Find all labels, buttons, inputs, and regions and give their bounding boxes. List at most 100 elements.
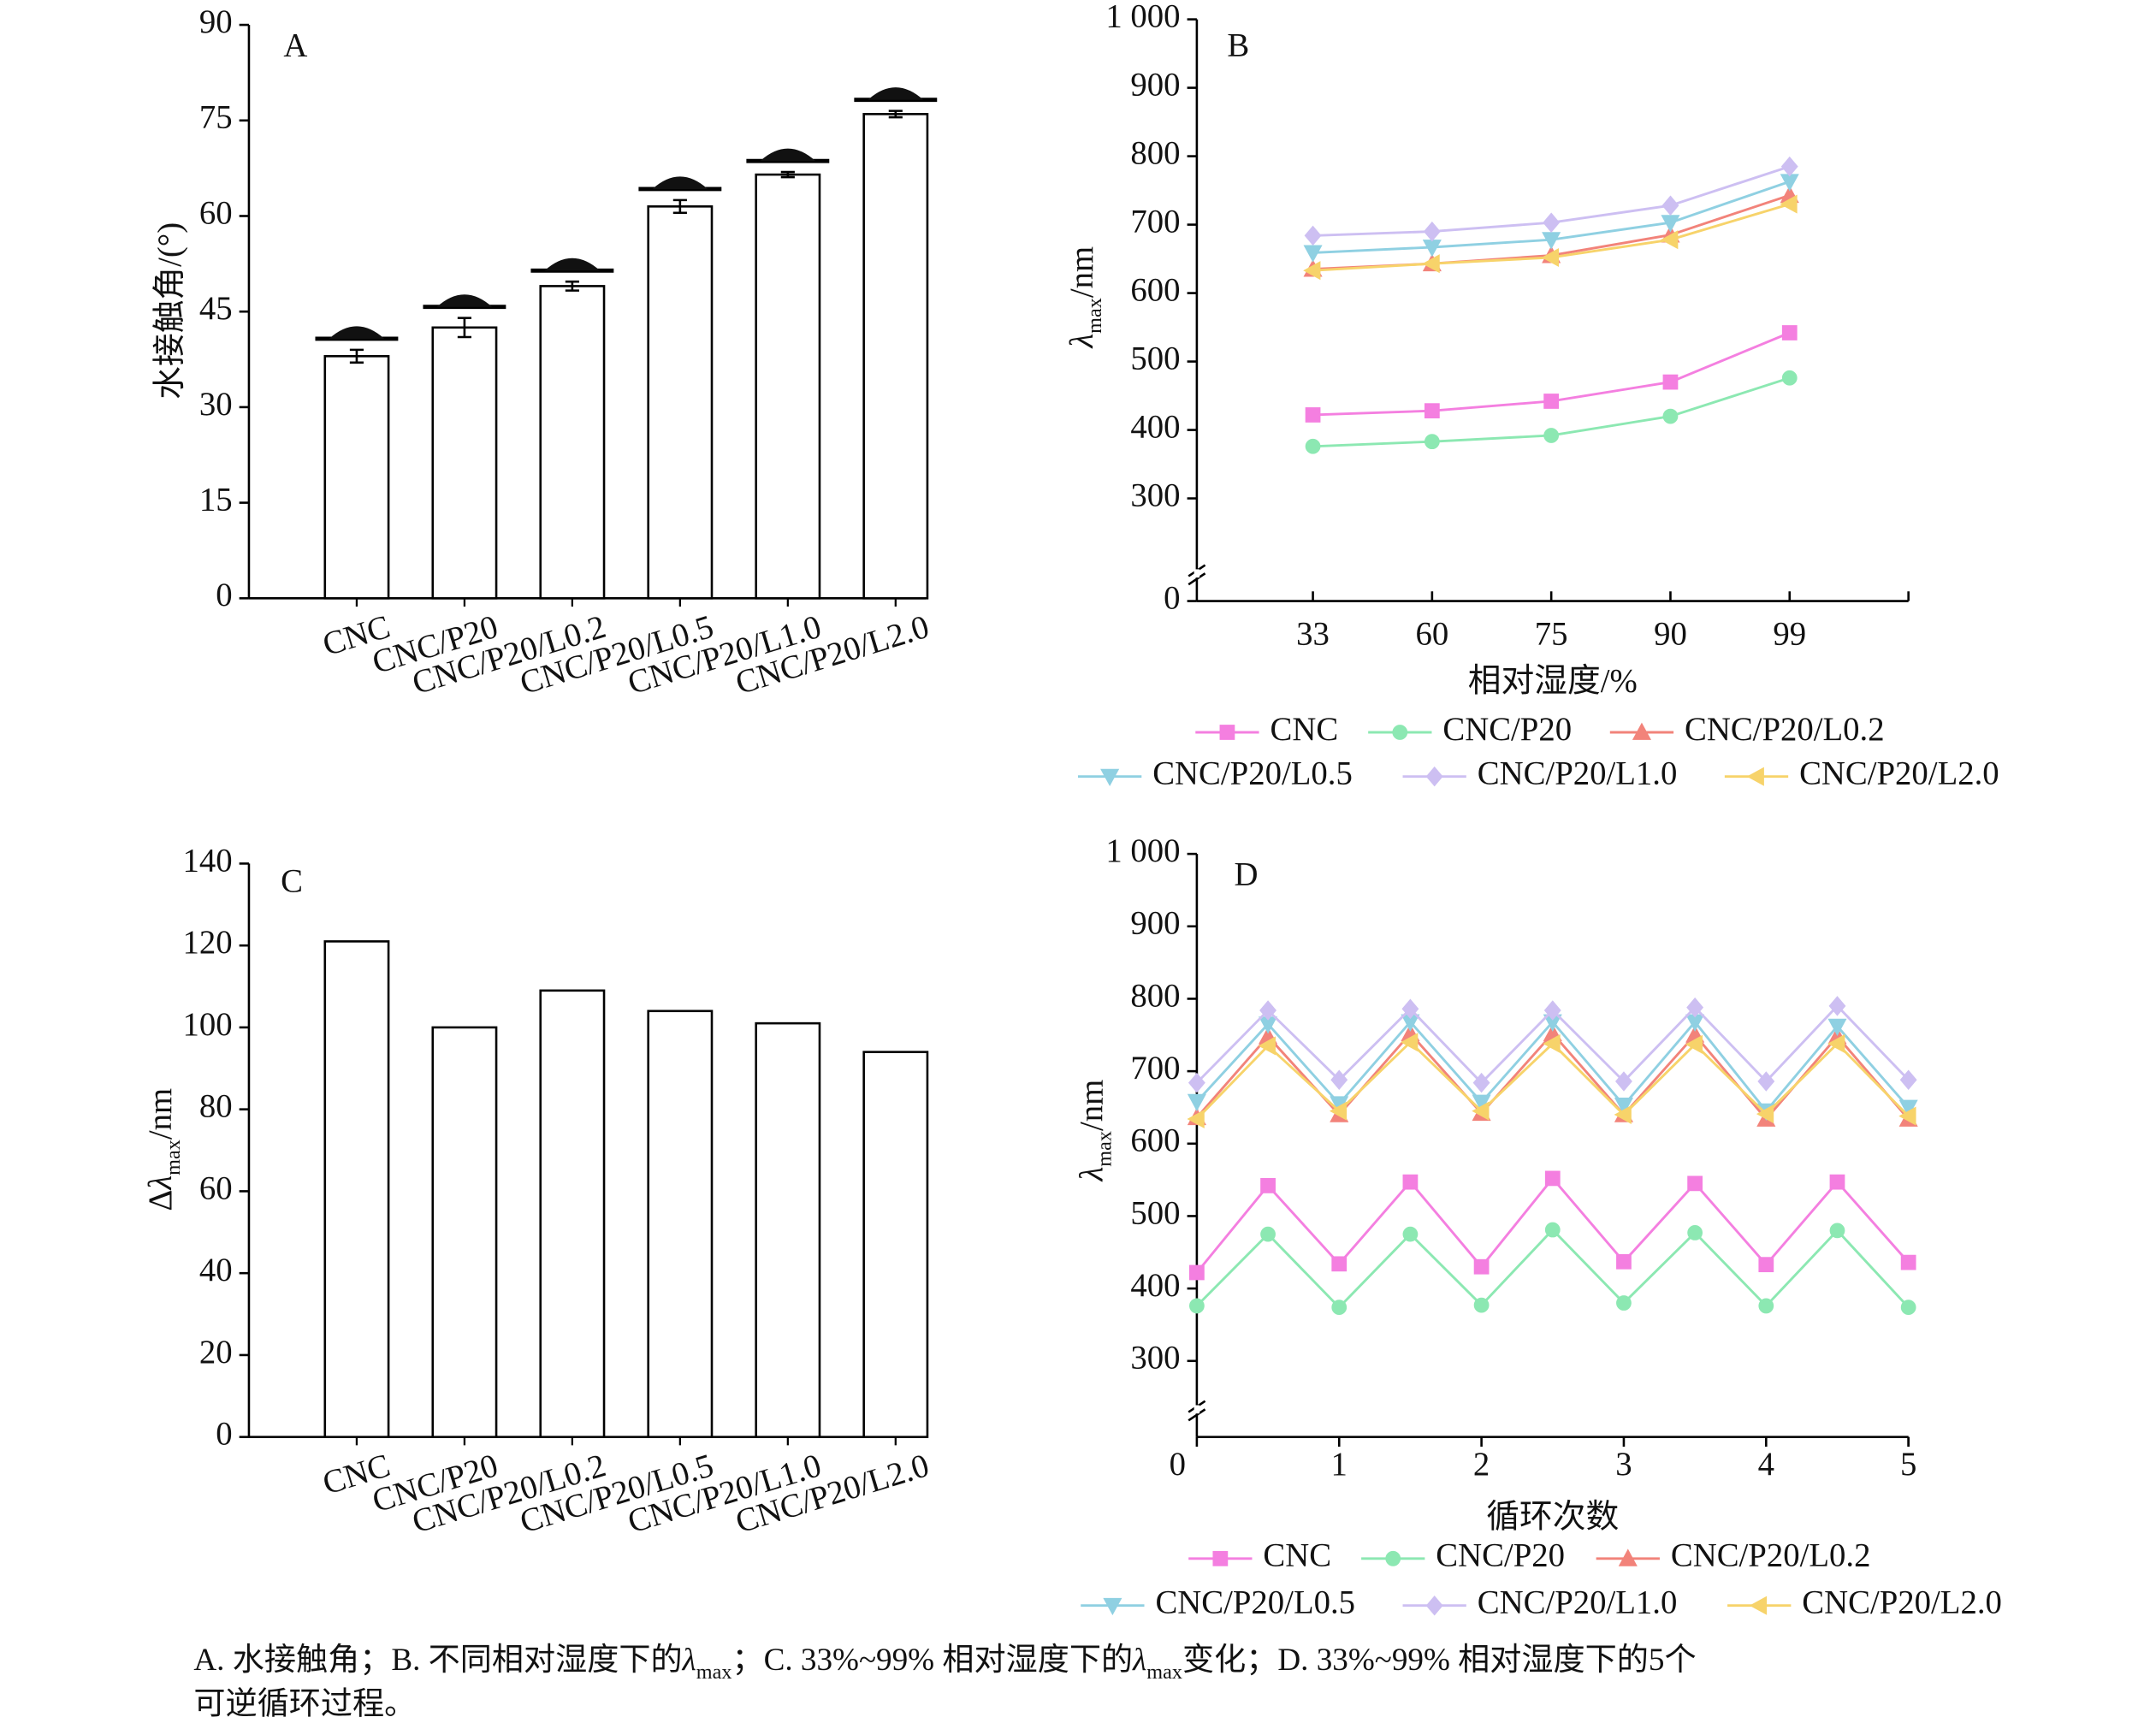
point [1828, 996, 1846, 1016]
point [1661, 215, 1680, 233]
droplet [544, 258, 601, 271]
y-axis-label: 水接触角/(°) [151, 222, 188, 400]
y-tick-label: 400 [1130, 1267, 1180, 1304]
point [1900, 1254, 1916, 1270]
y-axis-label: λmax/nm [1073, 1080, 1116, 1182]
y-tick-label: 90 [199, 3, 233, 40]
y-tick-label: 45 [199, 290, 233, 327]
point [1424, 434, 1440, 450]
error-bar [672, 198, 687, 215]
point [1260, 1178, 1276, 1193]
y-tick-label: 80 [199, 1088, 233, 1125]
bar [862, 1051, 929, 1438]
point [1189, 1298, 1205, 1314]
point [1900, 1300, 1916, 1316]
point [1757, 1071, 1775, 1092]
legend-label: CNC [1270, 711, 1338, 748]
x-axis-label: 相对湿度/% [1468, 662, 1638, 699]
point [1687, 1175, 1703, 1192]
point [1827, 1018, 1847, 1036]
y-tick-label: 900 [1130, 905, 1180, 942]
point [1616, 1295, 1632, 1311]
y-tick-label: 600 [1130, 271, 1180, 308]
droplet [652, 176, 708, 189]
y-label-part: /nm [142, 1088, 179, 1140]
point [1685, 1034, 1703, 1054]
point [1686, 997, 1704, 1018]
x-tick-label: 5 [1900, 1446, 1916, 1483]
caption: A. 水接触角；B. 不同相对湿度下的λmax；C. 33%~99% 相对湿度下… [193, 1641, 1696, 1684]
y-label-part: max [1083, 298, 1106, 334]
legend-marker [1749, 1596, 1768, 1615]
y-tick-label: 300 [1130, 477, 1180, 513]
point [1543, 1000, 1561, 1021]
y-axis-label: Δλmax/nm [142, 1088, 185, 1211]
bar [323, 940, 390, 1438]
point [1758, 1298, 1774, 1314]
y-tick-label: 300 [1130, 1340, 1180, 1377]
point [1662, 374, 1679, 390]
error-bar [565, 280, 579, 292]
point [1472, 1072, 1490, 1093]
point [1543, 1033, 1561, 1053]
axis-break-gap [1194, 569, 1200, 578]
y-label-part: λ [142, 1175, 179, 1191]
droplet [329, 326, 385, 339]
y-axis-label: λmax/nm [1063, 246, 1106, 349]
y-tick-label: 500 [1130, 340, 1180, 376]
panel-label: B [1227, 27, 1249, 63]
point [1188, 1072, 1205, 1093]
panel-label: C [281, 863, 303, 900]
y-tick-label: 800 [1130, 977, 1180, 1014]
point [1473, 1297, 1490, 1313]
y-tick-label: 700 [1130, 203, 1180, 240]
x-axis-label: 循环次数 [1486, 1498, 1619, 1535]
droplet [436, 294, 493, 307]
y-tick-label: 900 [1130, 66, 1180, 103]
legend-label: CNC/P20/L0.5 [1152, 755, 1353, 792]
y-tick-label: 60 [199, 1169, 233, 1206]
caption-part: max [696, 1661, 732, 1684]
point [1781, 325, 1798, 340]
y-tick-label: 75 [199, 99, 233, 136]
error-bar [888, 110, 903, 119]
y-tick-label: 120 [182, 924, 232, 961]
bar [539, 285, 606, 600]
y-label-part: Δ [142, 1190, 179, 1211]
bar [755, 1021, 821, 1438]
legend-label: CNC/P20/L2.0 [1799, 755, 1999, 792]
y-tick-label: 800 [1130, 134, 1180, 171]
x-tick-label: 0 [1170, 1446, 1186, 1483]
point [1829, 1174, 1845, 1190]
point [1472, 1101, 1490, 1121]
y-label-part: max [162, 1140, 185, 1175]
y-tick-label: 100 [182, 1006, 232, 1043]
point [1401, 1033, 1419, 1052]
y-tick-label: 700 [1130, 1050, 1180, 1086]
y-tick-label: 1 000 [1105, 832, 1180, 869]
point [1541, 247, 1560, 268]
y-label-part: /nm [1063, 246, 1100, 298]
point [1616, 1253, 1632, 1270]
y-tick-label: 60 [199, 194, 233, 231]
bar [323, 355, 390, 600]
point [1258, 1036, 1276, 1056]
point [1401, 998, 1419, 1020]
point [1615, 1071, 1632, 1092]
bar [862, 113, 929, 600]
point [1422, 254, 1440, 274]
point [1423, 221, 1441, 242]
legend-marker [1425, 1595, 1443, 1616]
y-label-part: λ [1063, 334, 1100, 349]
caption-part: A. 水接触角；B. 不同相对湿度下的 [193, 1641, 682, 1677]
legend-label: CNC/P20 [1436, 1537, 1565, 1574]
y-tick-label: 20 [199, 1334, 233, 1371]
series-line [1195, 1040, 1910, 1121]
panel-label: A [283, 27, 307, 63]
point [1303, 261, 1321, 281]
point [1331, 1300, 1348, 1316]
x-tick-label: 75 [1535, 615, 1568, 652]
y-tick-label: 600 [1130, 1122, 1180, 1159]
point [1661, 230, 1679, 250]
y-label-part: 水接触角/(°) [151, 222, 188, 400]
